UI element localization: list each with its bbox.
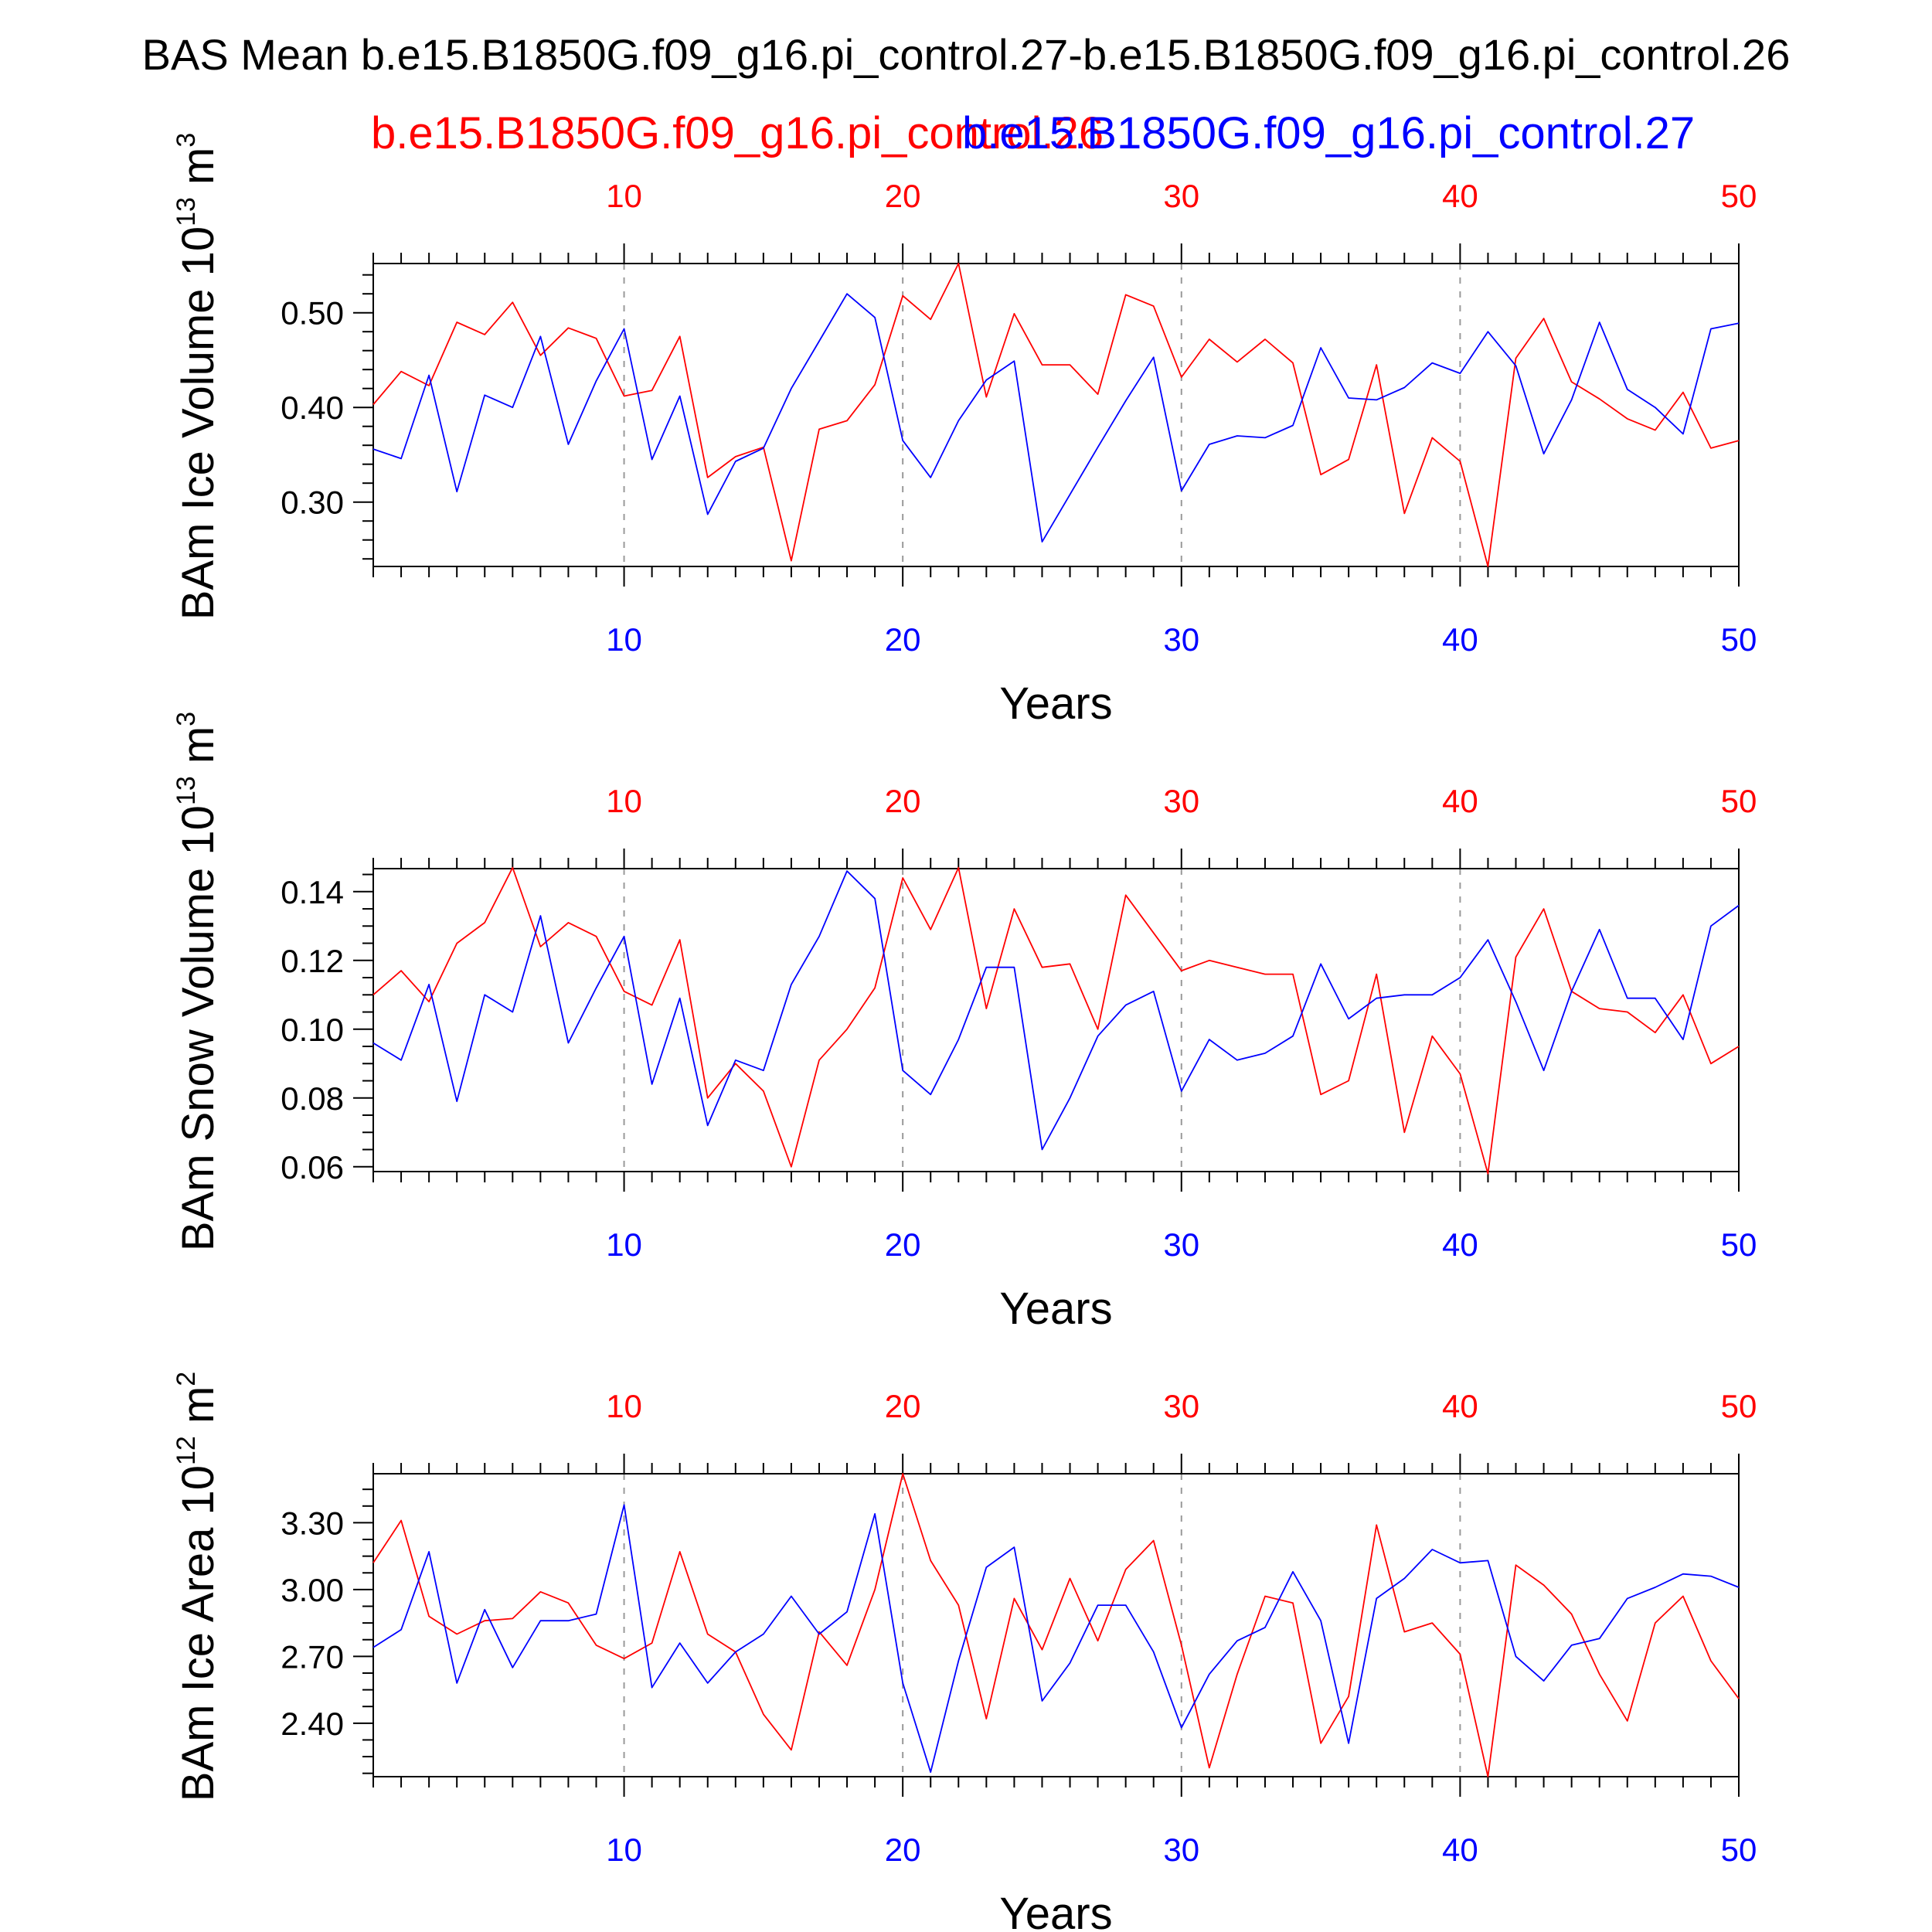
x-tick-label-top: 30 — [1163, 783, 1199, 819]
y-tick-label: 0.14 — [281, 874, 344, 910]
x-tick-label-bottom: 50 — [1721, 621, 1757, 658]
x-tick-label-bottom: 30 — [1163, 621, 1199, 658]
x-tick-label-top: 30 — [1163, 178, 1199, 214]
x-tick-label-top: 40 — [1442, 1388, 1478, 1424]
x-tick-label-bottom: 10 — [606, 1226, 642, 1263]
x-tick-label-top: 50 — [1721, 178, 1757, 214]
x-tick-label-bottom: 20 — [885, 1226, 921, 1263]
legend-red-label: b.e15.B1850G.f09_g16.pi_control.26 — [371, 108, 1104, 158]
plot-frame — [372, 263, 1740, 567]
plot-frame — [372, 1473, 1740, 1777]
y-axis-label: BAm Ice Volume 1013 m3 — [172, 133, 223, 621]
legend-blue-label: b.e15.B1850G.f09_g16.pi_control.27 — [962, 108, 1695, 158]
x-tick-label-bottom: 30 — [1163, 1226, 1199, 1263]
y-tick-label: 0.40 — [281, 389, 344, 426]
x-tick-label-bottom: 10 — [606, 1832, 642, 1868]
x-tick-label-bottom: 50 — [1721, 1226, 1757, 1263]
series-red-line — [372, 1473, 1740, 1777]
y-tick-label: 2.40 — [281, 1706, 344, 1742]
x-tick-label-bottom: 50 — [1721, 1832, 1757, 1868]
plot-frame — [372, 868, 1740, 1172]
series-blue-line — [372, 293, 1740, 543]
x-tick-label-bottom: 30 — [1163, 1832, 1199, 1868]
x-tick-label-top: 10 — [606, 178, 642, 214]
x-tick-label-top: 10 — [606, 783, 642, 819]
series-red-line — [372, 866, 1740, 1175]
x-tick-label-top: 50 — [1721, 783, 1757, 819]
x-axis-label: Years — [999, 1889, 1112, 1932]
x-tick-label-bottom: 40 — [1442, 1832, 1478, 1868]
y-tick-label: 2.70 — [281, 1638, 344, 1675]
y-tick-label: 0.12 — [281, 943, 344, 979]
y-tick-label: 0.50 — [281, 295, 344, 332]
main-title: BAS Mean b.e15.B1850G.f09_g16.pi_control… — [142, 30, 1791, 79]
x-tick-label-top: 20 — [885, 178, 921, 214]
x-tick-label-top: 10 — [606, 1388, 642, 1424]
y-tick-label: 0.30 — [281, 485, 344, 521]
y-tick-label: 0.06 — [281, 1149, 344, 1185]
x-tick-label-bottom: 40 — [1442, 621, 1478, 658]
y-tick-label: 0.10 — [281, 1012, 344, 1048]
y-axis-label: BAm Snow Volume 1013 m3 — [172, 712, 223, 1251]
series-red-line — [372, 263, 1740, 567]
y-tick-label: 3.00 — [281, 1572, 344, 1608]
x-tick-label-top: 20 — [885, 783, 921, 819]
snow-volume-panel: 10 10 20 20 30 30 40 40 50 50 0.06 0.08 0.10 0.12 0.14… — [172, 712, 1757, 1334]
ice-area-panel: 10 10 20 20 30 30 40 40 50 50 2.40 2.70 3.00 3.30 Year… — [172, 1372, 1757, 1932]
x-tick-label-top: 30 — [1163, 1388, 1199, 1424]
series-blue-line — [372, 1504, 1740, 1774]
y-axis-label: BAm Ice Area 1012 m2 — [172, 1372, 223, 1801]
series-blue-line — [372, 870, 1740, 1151]
x-tick-label-top: 40 — [1442, 783, 1478, 819]
y-tick-label: 0.08 — [281, 1080, 344, 1117]
x-tick-label-bottom: 20 — [885, 621, 921, 658]
x-tick-label-top: 40 — [1442, 178, 1478, 214]
x-tick-label-bottom: 40 — [1442, 1226, 1478, 1263]
x-axis-label: Years — [999, 1284, 1112, 1334]
x-tick-label-bottom: 10 — [606, 621, 642, 658]
x-tick-label-bottom: 20 — [885, 1832, 921, 1868]
y-tick-label: 3.30 — [281, 1505, 344, 1541]
ice-volume-panel: 10 10 20 20 30 30 40 40 50 50 0.30 0.40 0.50 Years BAm… — [172, 133, 1757, 729]
x-tick-label-top: 20 — [885, 1388, 921, 1424]
x-tick-label-top: 50 — [1721, 1388, 1757, 1424]
x-axis-label: Years — [999, 679, 1112, 729]
